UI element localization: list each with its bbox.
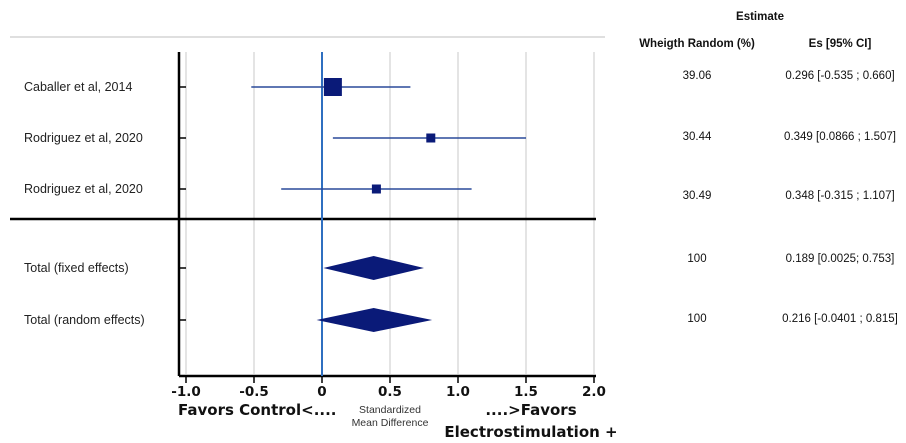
study-es-value: 0.296 [-0.535 ; 0.660]	[785, 70, 894, 82]
study-label: Rodriguez et al, 2020	[24, 131, 143, 145]
es-column-header: Es [95% CI]	[809, 38, 872, 50]
total-label: Total (fixed effects)	[24, 261, 129, 275]
estimate-header: Estimate	[736, 11, 784, 23]
favors-electrostimulation-label-line2: Electrostimulation +	[444, 423, 617, 441]
study-label: Rodriguez et al, 2020	[24, 182, 143, 196]
study-es-value: 0.349 [0.0866 ; 1.507]	[784, 131, 896, 143]
favors-control-label: Favors Control<....	[178, 401, 337, 419]
x-tick-label: 1.5	[514, 384, 538, 400]
labels-layer: -1.0 -0.5 0 0.5 1.0 1.5 2.0 Caballer et al, 201…	[24, 70, 898, 400]
marks-layer	[251, 78, 526, 332]
total-es-value: 0.216 [-0.0401 ; 0.815]	[782, 313, 898, 325]
study-weight-value: 30.44	[683, 131, 712, 143]
study-label: Caballer et al, 2014	[24, 80, 132, 94]
total-es-value: 0.189 [0.0025; 0.753]	[786, 253, 895, 265]
x-tick-label: 1.0	[446, 384, 470, 400]
x-tick-label: 0	[317, 384, 326, 400]
axes-layer	[10, 36, 605, 383]
study-es-value: 0.348 [-0.315 ; 1.107]	[785, 190, 894, 202]
study-effect-marker	[323, 78, 342, 96]
x-axis-label-line2: Mean Difference	[352, 417, 429, 429]
x-tick-label: -0.5	[239, 384, 269, 400]
total-weight-value: 100	[687, 253, 706, 265]
weight-column-header: Wheigth Random (%)	[639, 38, 755, 50]
study-weight-value: 30.49	[683, 190, 712, 202]
x-tick-label: 0.5	[378, 384, 402, 400]
study-weight-value: 39.06	[683, 70, 712, 82]
favors-electrostimulation-label-line1: ....>Favors	[485, 401, 576, 419]
pooled-effect-diamond	[316, 308, 433, 332]
x-tick-label: 2.0	[582, 384, 606, 400]
study-effect-marker	[426, 133, 436, 143]
study-effect-marker	[371, 184, 381, 194]
pooled-effect-diamond	[323, 256, 424, 280]
x-axis-label-line1: Standardized	[359, 404, 421, 416]
total-weight-value: 100	[687, 313, 706, 325]
x-tick-label: -1.0	[171, 384, 201, 400]
total-label: Total (random effects)	[24, 313, 145, 327]
